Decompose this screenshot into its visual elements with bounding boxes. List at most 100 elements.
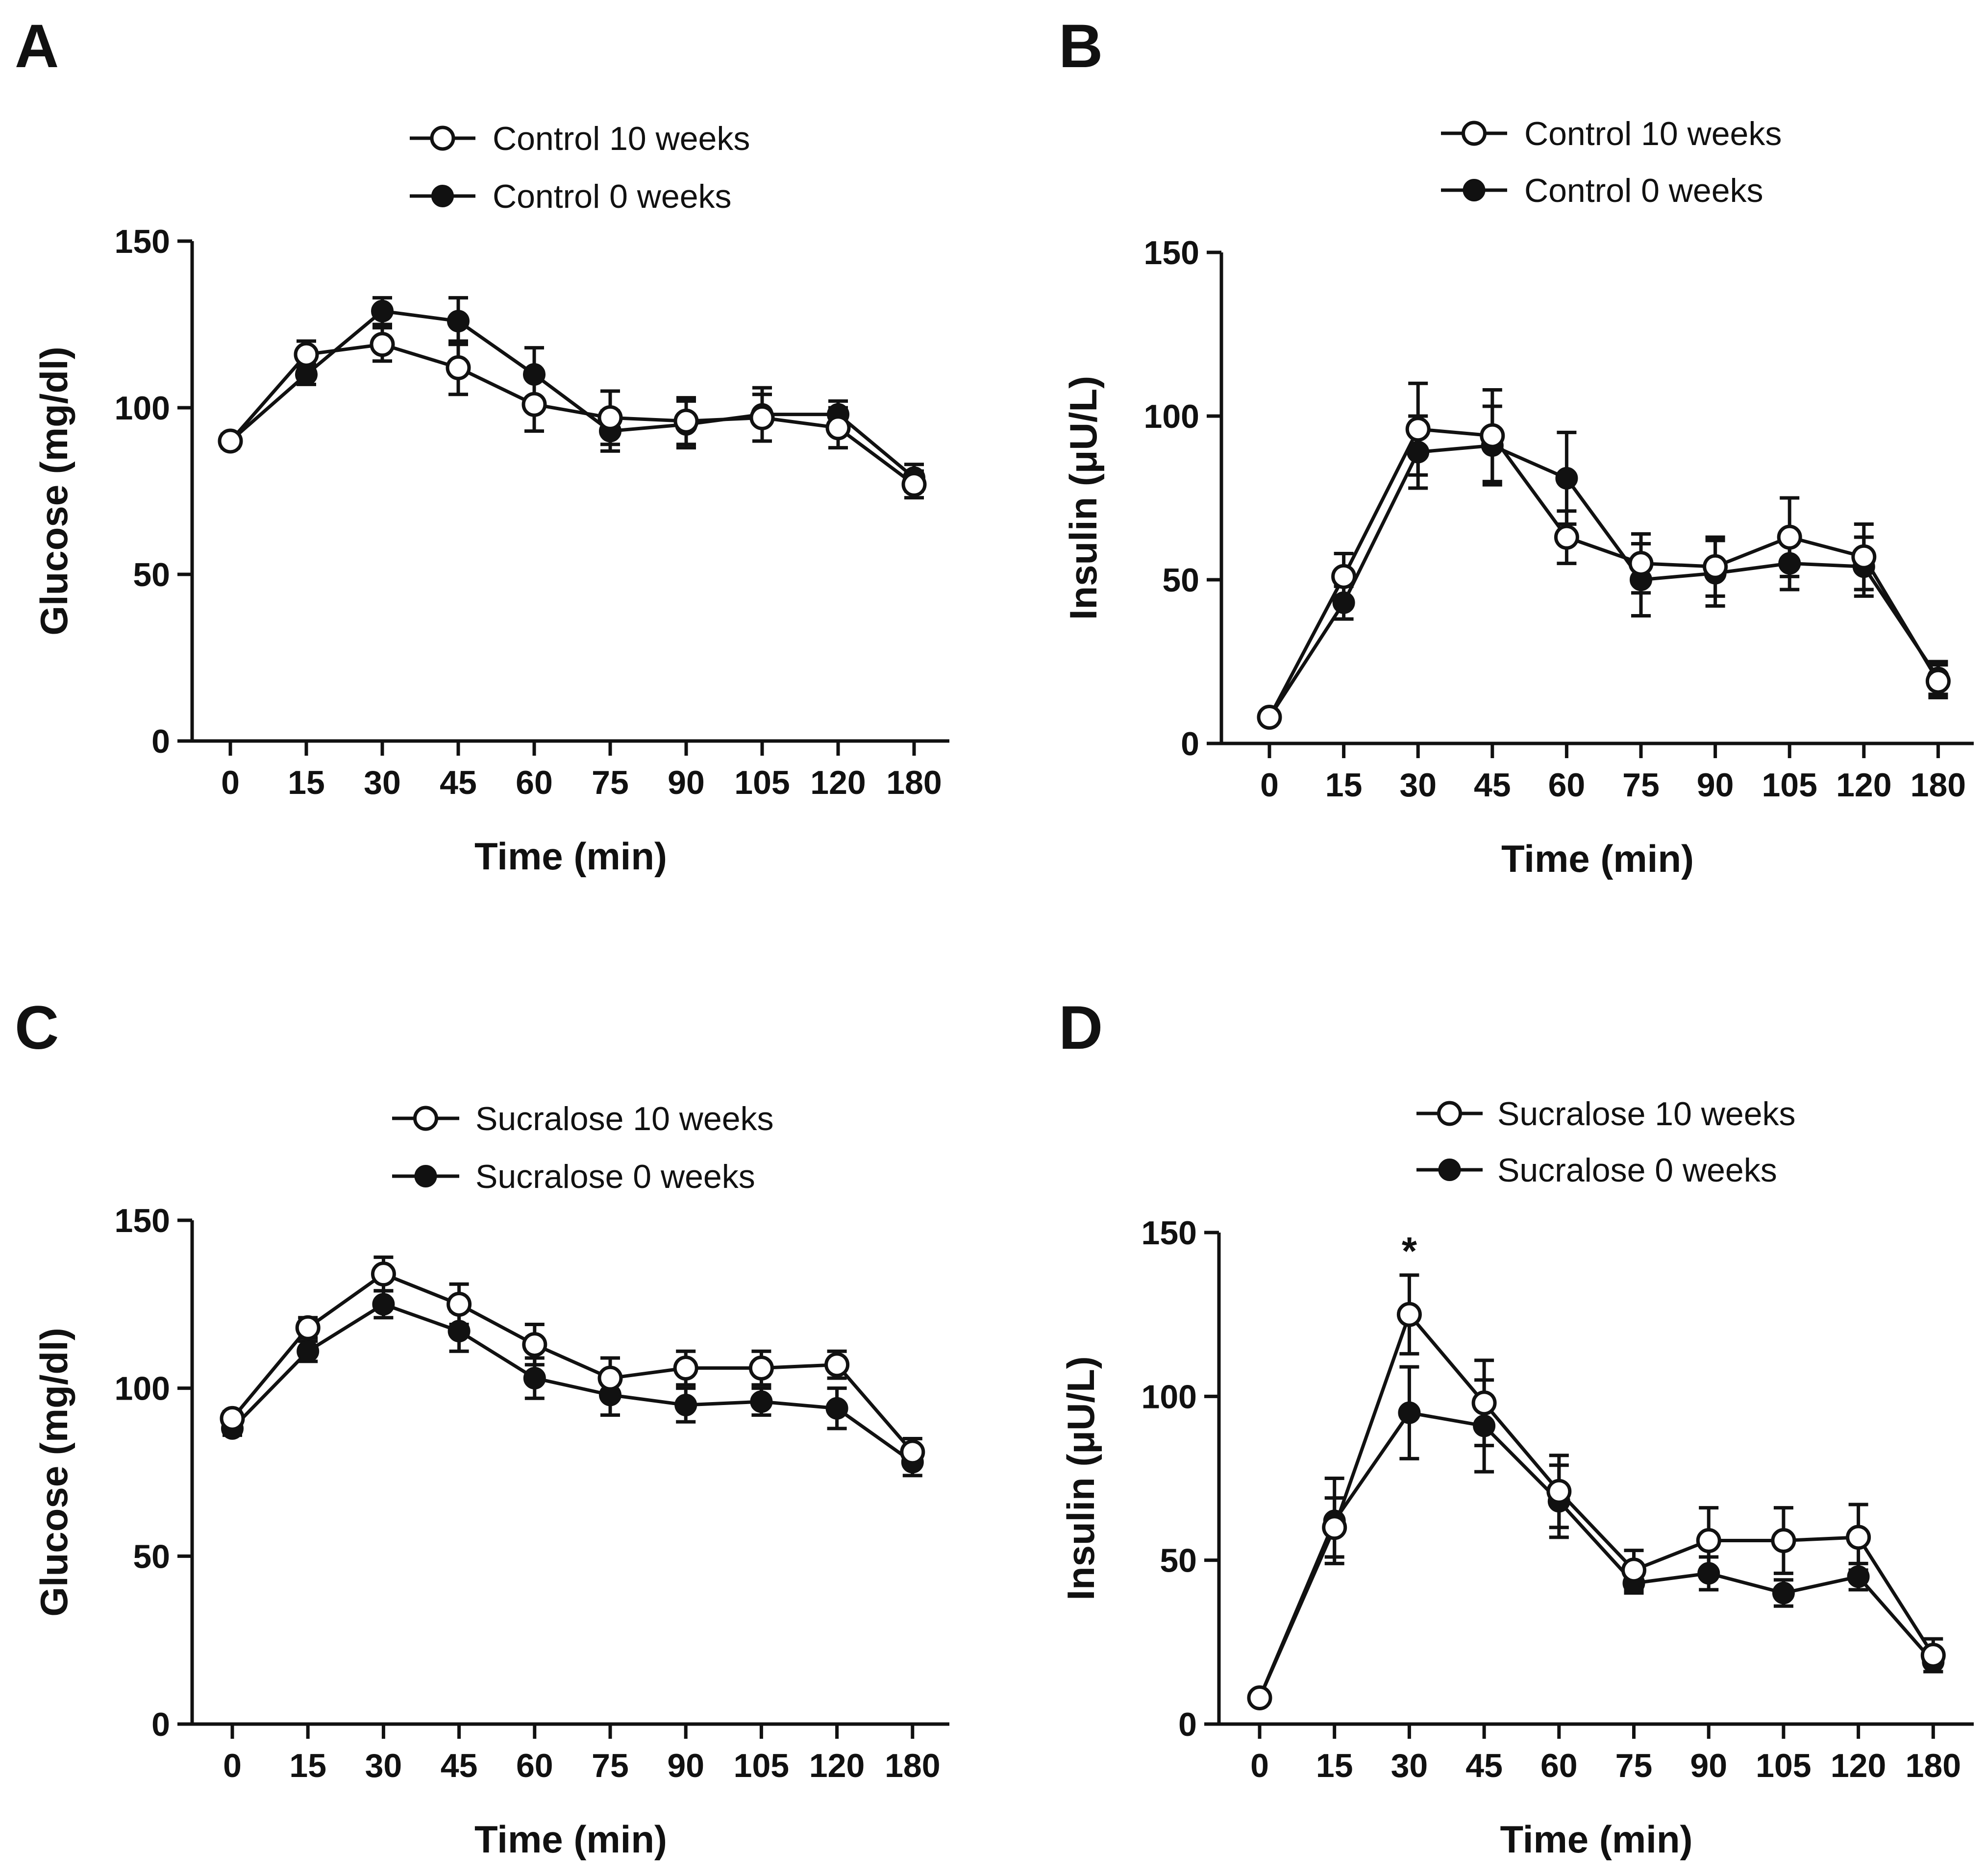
- legend: Control 10 weeks Control 0 weeks: [1441, 115, 1782, 209]
- y-tick-label: 0: [151, 723, 170, 760]
- x-tick-label: 15: [289, 1747, 326, 1784]
- data-point: [295, 1315, 321, 1340]
- x-tick-label: 15: [288, 764, 325, 801]
- panel-label: B: [1059, 12, 1103, 80]
- data-point: [1554, 524, 1579, 550]
- x-tick-label: 45: [441, 1747, 478, 1784]
- y-axis-title: Insulin (μU/L): [1062, 376, 1105, 620]
- y-axis-title: Glucose (mg/dl): [32, 1328, 75, 1616]
- series-line: [1267, 427, 1940, 718]
- y-tick-label: 150: [1142, 1214, 1197, 1252]
- panel-label: C: [15, 994, 59, 1062]
- x-tick-label: 60: [1540, 1747, 1578, 1784]
- legend-open-circle-icon: [1437, 1101, 1462, 1126]
- data-point: [371, 1261, 396, 1287]
- x-tick-label: 120: [1831, 1747, 1886, 1784]
- series-control-0-weeks: [1258, 404, 1950, 729]
- data-point: [220, 1406, 245, 1431]
- y-axis-title: Insulin (μU/L): [1059, 1356, 1102, 1600]
- data-point: [371, 299, 394, 322]
- series-line: [231, 1272, 914, 1454]
- data-point: [900, 1439, 925, 1465]
- x-tick-label: 180: [1906, 1747, 1961, 1784]
- data-point: [674, 1393, 697, 1416]
- data-point: [597, 405, 623, 430]
- data-point: [901, 471, 927, 497]
- y-tick-label: 50: [133, 556, 170, 593]
- x-tick-label: 105: [734, 1747, 789, 1784]
- legend-open-circle-icon: [1462, 121, 1487, 146]
- data-point: [1777, 524, 1802, 550]
- chart-panel-d: D 0 50 100 150 0 15 30 45 60 75 90 105 120 180 Time (mi…: [1059, 994, 1974, 1861]
- x-tick-label: 120: [1836, 766, 1891, 804]
- data-point: [522, 1332, 547, 1358]
- x-tick-label: 180: [885, 1747, 940, 1784]
- y-tick-label: 100: [115, 390, 170, 427]
- panel-label: D: [1059, 994, 1103, 1062]
- data-point: [749, 405, 775, 430]
- data-point: [294, 342, 319, 367]
- x-tick-label: 15: [1316, 1747, 1353, 1784]
- x-tick-label: 180: [886, 764, 942, 801]
- data-point: [1471, 1390, 1497, 1416]
- x-tick-label: 0: [1260, 766, 1279, 804]
- data-point: [1628, 551, 1654, 576]
- data-point: [1696, 1528, 1721, 1554]
- data-point: [1546, 1479, 1572, 1504]
- x-axis-title: Time (min): [474, 1818, 667, 1861]
- x-tick-label: 90: [668, 764, 705, 801]
- data-point: [1257, 705, 1282, 730]
- series-line: [1258, 1312, 1935, 1699]
- x-tick-label: 0: [223, 1747, 242, 1784]
- legend-label: Sucralose 0 weeks: [1497, 1152, 1777, 1189]
- x-tick-label: 60: [516, 1747, 553, 1784]
- data-point: [1322, 1515, 1347, 1540]
- y-tick-label: 100: [115, 1370, 170, 1407]
- data-point: [597, 1365, 623, 1391]
- data-point: [673, 408, 699, 434]
- series-sucralose-10-weeks: [220, 1255, 925, 1467]
- data-point: [297, 1340, 320, 1363]
- y-tick-label: 150: [115, 1202, 170, 1239]
- data-point: [1398, 1401, 1421, 1424]
- x-tick-label: 120: [809, 1747, 865, 1784]
- y-tick-label: 50: [133, 1538, 170, 1575]
- panel-label: A: [15, 12, 59, 80]
- y-tick-label: 0: [1178, 1706, 1197, 1743]
- x-tick-label: 120: [810, 764, 866, 801]
- chart-panel-c: C 0 50 100 150 0 15 30 45 60 75 90 105 120 180 Time (mi…: [15, 994, 949, 1861]
- x-tick-label: 105: [1756, 1747, 1811, 1784]
- legend-label: Control 10 weeks: [1524, 115, 1782, 152]
- legend-label: Control 0 weeks: [493, 178, 732, 215]
- data-point: [748, 1356, 774, 1381]
- data-point: [372, 1293, 395, 1316]
- data-point: [1846, 1525, 1871, 1550]
- data-point: [447, 1291, 472, 1317]
- y-tick-label: 50: [1162, 562, 1199, 599]
- x-tick-label: 45: [1465, 1747, 1503, 1784]
- x-tick-label: 60: [516, 764, 553, 801]
- x-tick-label: 60: [1548, 766, 1586, 804]
- series-control-0-weeks: [219, 296, 925, 493]
- series-line: [1258, 1411, 1935, 1699]
- data-point: [750, 1390, 773, 1413]
- data-point: [218, 428, 243, 454]
- legend-label: Control 10 weeks: [493, 120, 750, 157]
- data-point: [521, 392, 547, 417]
- y-tick-label: 100: [1144, 398, 1199, 435]
- legend-filled-circle-icon: [431, 185, 454, 207]
- data-point: [523, 1367, 546, 1390]
- series-sucralose-0-weeks: [221, 1289, 924, 1478]
- x-tick-label: 75: [592, 1747, 629, 1784]
- data-point: [446, 355, 471, 380]
- series-line: [1268, 444, 1940, 718]
- data-point: [1247, 1685, 1272, 1711]
- legend-filled-circle-icon: [1463, 179, 1486, 201]
- data-point: [1925, 668, 1951, 694]
- y-tick-label: 0: [1181, 725, 1199, 763]
- y-tick-label: 100: [1142, 1378, 1197, 1415]
- y-tick-label: 150: [115, 223, 170, 260]
- data-point: [825, 415, 851, 441]
- x-tick-label: 90: [1697, 766, 1734, 804]
